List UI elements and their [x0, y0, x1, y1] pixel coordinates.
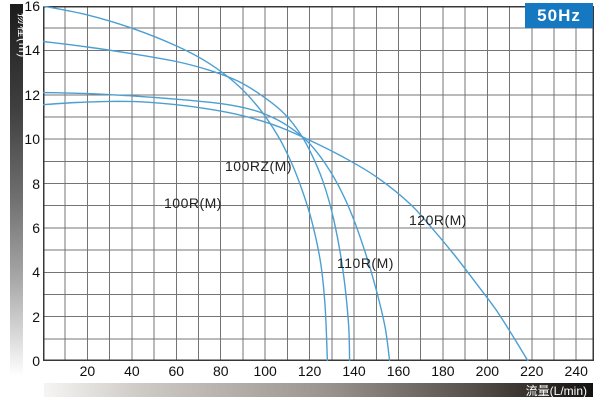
- curve-label-100rz-m: 100RZ(M): [225, 158, 293, 174]
- frequency-badge: 50Hz: [525, 3, 593, 28]
- x-tick-label-40: 40: [124, 363, 140, 379]
- curve-label-110r-m: 110R(M): [337, 255, 394, 271]
- x-tick-label-240: 240: [564, 363, 588, 379]
- y-tick-label-0: 0: [32, 353, 40, 369]
- curves: [43, 6, 529, 361]
- y-tick-label-16: 16: [24, 0, 40, 14]
- x-tick-label-140: 140: [342, 363, 366, 379]
- y-tick-label-8: 8: [32, 175, 40, 192]
- grid: [43, 6, 594, 361]
- y-tick-label-14: 14: [24, 42, 40, 59]
- curve-100r-m: [43, 40, 351, 361]
- curve-110r-m: [43, 91, 391, 361]
- plot-area: [43, 6, 594, 361]
- x-tick-label-200: 200: [475, 363, 500, 379]
- y-tick-label-12: 12: [24, 86, 40, 103]
- plot-frame: [43, 6, 594, 361]
- x-tick-label-180: 180: [431, 363, 455, 379]
- y-axis-title-bar: 扬程(m): [10, 4, 28, 376]
- y-tick-label-6: 6: [32, 219, 40, 236]
- curve-label-100r-m: 100R(M): [164, 195, 222, 211]
- curve-120r-m: [43, 100, 529, 361]
- curve-label-120r-m: 120R(M): [409, 212, 467, 228]
- x-axis-title-bar: 流量(L/min): [44, 383, 593, 398]
- x-tick-label-220: 220: [520, 363, 544, 379]
- x-tick-label-80: 80: [212, 363, 229, 379]
- x-tick-label-60: 60: [168, 363, 185, 379]
- y-tick-label-2: 2: [32, 308, 40, 325]
- x-tick-label-120: 120: [297, 363, 322, 379]
- x-tick-label-20: 20: [79, 363, 96, 379]
- y-tick-label-10: 10: [24, 131, 40, 148]
- x-tick-label-160: 160: [386, 363, 411, 379]
- x-tick-label-100: 100: [253, 363, 277, 379]
- x-axis-title: 流量(L/min): [525, 383, 587, 398]
- y-tick-label-4: 4: [32, 264, 40, 281]
